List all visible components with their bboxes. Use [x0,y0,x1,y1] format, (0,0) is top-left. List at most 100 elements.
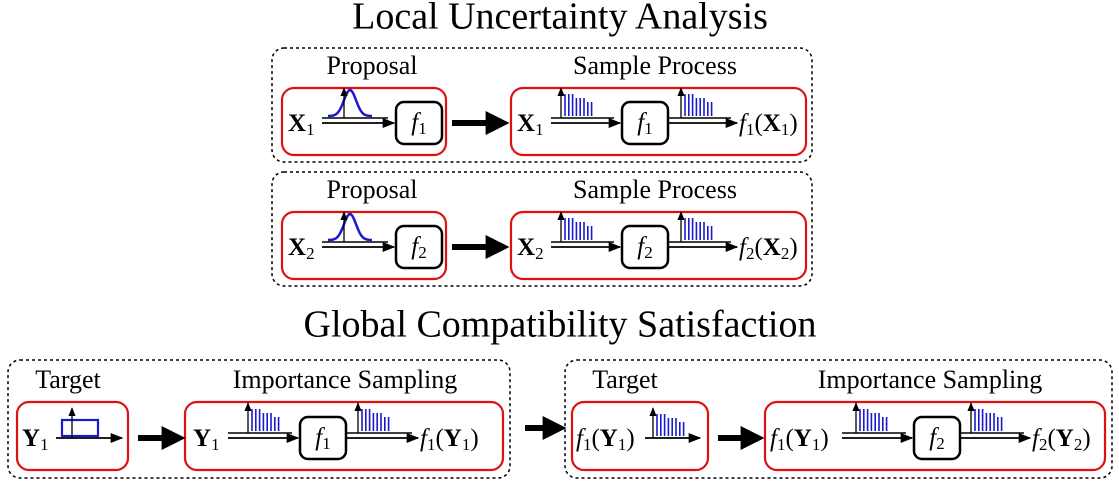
stage-label: Importance Sampling [233,365,458,394]
math-run: 2 [1074,435,1083,454]
math-run: f [1032,425,1042,452]
math-run: 2 [418,243,427,262]
math-run: ) [1082,425,1090,452]
stage-box [280,86,448,157]
math-run: f [315,424,325,451]
math-run: 2 [306,244,315,263]
math-run: 2 [781,244,790,263]
section-title: Global Compatibility Satisfaction [304,304,817,346]
group-frame [271,47,813,163]
stage-label: Importance Sampling [818,365,1043,394]
math-run: 2 [644,243,653,262]
math-run: 1 [211,435,220,454]
math-run: f [411,109,421,136]
math-expression: X2 [517,234,544,263]
stage-box [570,400,710,472]
math-run: ( [1047,425,1055,452]
math-run: Y [794,425,812,452]
stage-box [509,210,808,281]
math-expression: X1 [517,110,544,139]
stage-label: Proposal [327,51,418,80]
math-run: X [517,110,535,137]
stage-label: Target [592,365,658,394]
stage-label: Target [35,365,101,394]
math-run: 1 [746,120,755,139]
math-run: ) [789,110,797,137]
math-expression: Y1 [22,425,49,454]
math-run: ( [435,425,443,452]
math-run: 1 [812,435,821,454]
math-run: 1 [781,120,790,139]
stage-label: Proposal [327,175,418,204]
math-expression: X1 [288,110,315,139]
math-run: 1 [306,120,315,139]
math-expression: f1 [637,109,652,138]
math-run: X [517,234,535,261]
math-run: 1 [583,435,592,454]
math-expression: f1 [315,424,330,453]
math-run: 1 [418,119,427,138]
math-expression: f2 [411,233,426,262]
math-expression: X2 [288,234,315,263]
gaussian-icon [327,212,373,242]
math-run: f [770,425,780,452]
math-run: 2 [1039,435,1048,454]
math-run: 1 [427,435,436,454]
math-run: 1 [644,119,653,138]
math-run: ) [789,234,797,261]
stage-label: Sample Process [573,175,737,204]
math-run: f [739,110,749,137]
math-run: ( [754,234,762,261]
math-run: Y [22,425,40,452]
math-run: f [411,233,421,260]
math-run: ) [820,425,828,452]
math-run: 2 [936,434,945,453]
math-run: 1 [462,435,471,454]
math-expression: f2 [929,424,944,453]
math-run: f [637,233,647,260]
stage-box [15,400,130,472]
function-box [394,224,444,270]
math-expression: f1(X1) [739,110,798,139]
group-frame [271,171,813,287]
math-run: 1 [777,435,786,454]
math-run: X [288,234,306,261]
math-run: 2 [746,244,755,263]
math-run: f [637,109,647,136]
math-run: 2 [535,244,544,263]
math-run: 1 [535,120,544,139]
math-run: 1 [40,435,49,454]
math-run: X [763,110,781,137]
math-run: ) [626,425,634,452]
math-run: Y [1056,425,1074,452]
math-run: ( [785,425,793,452]
stage-label: Sample Process [573,51,737,80]
math-expression: f2(Y2) [1032,425,1091,454]
stage-box [763,400,1107,472]
math-run: ) [470,425,478,452]
math-run: 1 [618,435,627,454]
math-run: f [929,424,939,451]
math-run: X [288,110,306,137]
section-title: Local Uncertainty Analysis [352,0,768,38]
math-run: f [739,234,749,261]
math-run: ( [754,110,762,137]
math-expression: f2 [637,233,652,262]
group-frame [7,359,511,479]
math-run: X [763,234,781,261]
math-expression: f2(X2) [739,234,798,263]
stage-box [509,86,808,157]
math-expression: f1(Y1) [420,425,479,454]
math-run: 1 [322,434,331,453]
gaussian-icon [327,88,373,118]
math-run: Y [193,425,211,452]
math-run: f [576,425,586,452]
math-expression: f1(Y1) [770,425,829,454]
math-run: ( [591,425,599,452]
math-run: Y [600,425,618,452]
math-run: Y [444,425,462,452]
math-expression: f1(Y1) [576,425,635,454]
math-run: f [420,425,430,452]
math-expression: f1 [411,109,426,138]
